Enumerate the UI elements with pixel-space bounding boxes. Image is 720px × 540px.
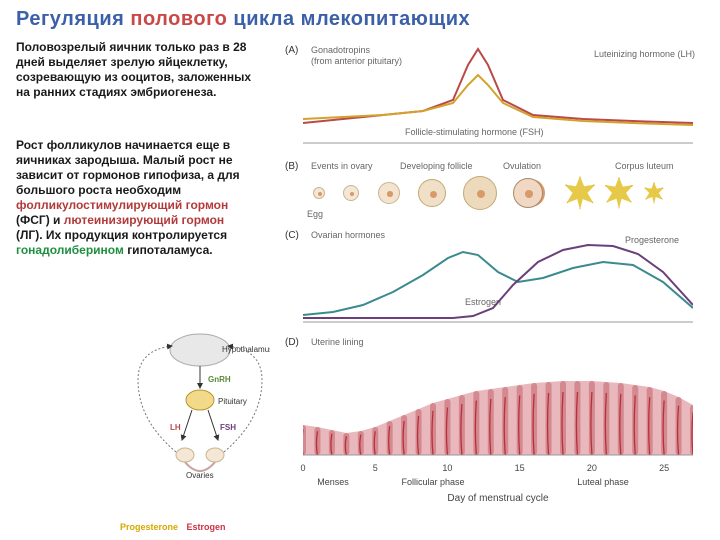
p2-gnrh-highlight: гонадолиберином (16, 243, 124, 257)
p2-text-c: гипоталамуса. (127, 243, 212, 257)
x-axis-label: Day of menstrual cycle (447, 493, 548, 504)
p2-text-b: Их продукция контролируется (46, 228, 227, 242)
panel-a-letter: (A) (285, 45, 298, 56)
panel-b-letter: (B) (285, 161, 298, 172)
panel-d-chart (303, 337, 693, 457)
x-tick: 0 (300, 463, 305, 473)
legend-prog-est: Progesterone Estrogen (120, 522, 226, 532)
title-word-2: полового (130, 8, 227, 30)
x-axis: Menses Follicular phase Luteal phase Day… (303, 463, 693, 503)
hpg-gnrh-label: GnRH (208, 375, 231, 384)
phase-follicular: Follicular phase (401, 477, 464, 487)
p2-text-fsg2: (ФСГ) и (16, 213, 64, 227)
follicle-icon (313, 187, 325, 199)
title-word-1: Регуляция (16, 8, 124, 30)
p2-text-lh2: (ЛГ). (16, 228, 43, 242)
legend-progesterone: Progesterone (120, 522, 178, 532)
corpus-luteum-icon (563, 176, 597, 210)
panel-c-chart (303, 230, 693, 325)
legend-estrogen: Estrogen (187, 522, 226, 532)
corpus-luteum-icon (643, 182, 665, 204)
x-tick: 20 (587, 463, 597, 473)
follicle-icon (378, 182, 400, 204)
follicle-icon (513, 178, 543, 208)
panel-c-letter: (C) (285, 230, 299, 241)
paragraph-2: Рост фолликулов начинается еще в яичника… (16, 138, 246, 258)
panel-b-follicles (303, 167, 693, 219)
hpg-ovaries-label: Ovaries (186, 471, 214, 480)
hpg-pit-label: Pituitary (218, 397, 247, 406)
phase-luteal: Luteal phase (577, 477, 629, 487)
hpg-lh-label: LH (170, 423, 181, 432)
p2-lh-highlight: лютеинизирующий гормон (64, 213, 224, 227)
paragraph-1: Половозрелый яичник только раз в 28 дней… (16, 40, 266, 100)
p2-text-a: Рост фолликулов начинается еще в яичника… (16, 138, 240, 197)
x-tick: 15 (515, 463, 525, 473)
figure-cycle: (A) Gonadotropins (from anterior pituita… (285, 45, 705, 515)
x-tick: 5 (373, 463, 378, 473)
corpus-luteum-icon (603, 177, 635, 209)
phase-menses: Menses (317, 477, 349, 487)
follicle-icon (343, 185, 359, 201)
hpg-fsh-label: FSH (220, 423, 236, 432)
x-tick: 10 (442, 463, 452, 473)
follicle-icon (463, 176, 497, 210)
follicle-icon (418, 179, 446, 207)
title-word-3: цикла (233, 8, 294, 30)
panel-a-chart (303, 45, 693, 145)
x-tick: 25 (659, 463, 669, 473)
title-word-4: млекопитающих (301, 8, 471, 30)
panel-d-letter: (D) (285, 337, 299, 348)
p2-fsh-highlight: фолликулостимулирующий гормон (16, 198, 228, 212)
hpg-axis-diagram: Hypothalamus GnRH Pituitary LH FSH Ovari… (130, 330, 270, 530)
page-title: Регуляция полового цикла млекопитающих (16, 8, 470, 31)
